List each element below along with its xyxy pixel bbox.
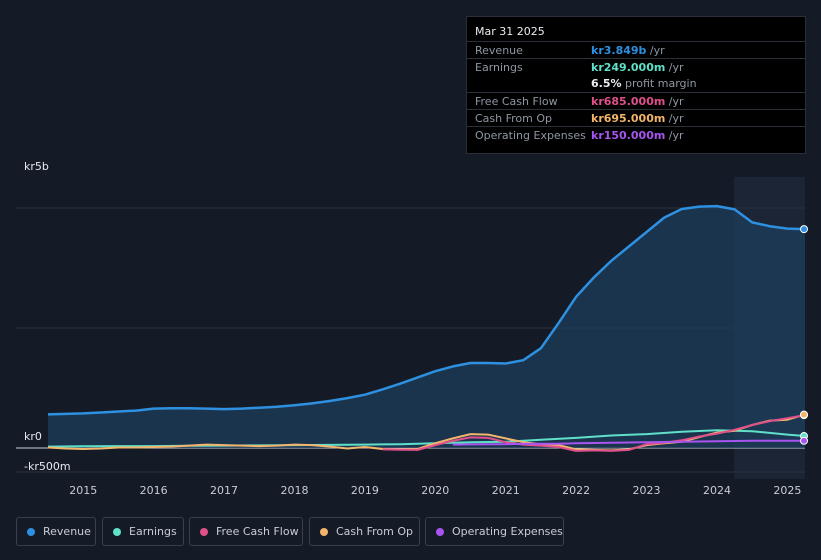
tooltip-label: Cash From Op: [475, 112, 553, 125]
x-tick-label: 2025: [773, 484, 801, 497]
legend-free-cash-flow[interactable]: Free Cash Flow: [189, 517, 303, 546]
legend-label: Operating Expenses: [452, 525, 563, 538]
tooltip-value: kr695.000m /yr: [591, 112, 684, 125]
revenue-area: [48, 206, 805, 448]
tooltip-panel: Mar 31 2025 Revenue kr3.849b /yr Earning…: [466, 16, 806, 154]
y-label-top: kr5b: [24, 160, 49, 173]
legend-label: Revenue: [43, 525, 91, 538]
legend-label: Cash From Op: [336, 525, 414, 538]
free-cash-flow-line: [382, 414, 806, 452]
legend-revenue[interactable]: Revenue: [16, 517, 96, 546]
tooltip-value: kr3.849b /yr: [591, 44, 665, 57]
revenue-end-point: [800, 225, 808, 234]
tooltip-row-cash-from-op: Cash From Op kr695.000m /yr: [467, 109, 805, 126]
financial-chart: 2015 2016 2017 2018 2019 2020 2021 2022 2023 2024…: [16, 177, 808, 497]
tooltip-value: kr685.000m /yr: [591, 95, 684, 108]
x-tick-label: 2024: [703, 484, 731, 497]
tooltip-label: Free Cash Flow: [475, 95, 558, 108]
legend-dot-icon: [436, 527, 444, 536]
revenue-line: [47, 204, 806, 416]
tooltip-value: kr150.000m /yr: [591, 129, 684, 142]
x-tick-label: 2017: [210, 484, 238, 497]
legend-label: Free Cash Flow: [216, 525, 299, 538]
tooltip-row-margin: 6.5% profit margin: [467, 75, 805, 92]
tooltip-row-free-cash-flow: Free Cash Flow kr685.000m /yr: [467, 92, 805, 109]
legend-cash-from-op[interactable]: Cash From Op: [309, 517, 420, 546]
legend-dot-icon: [200, 527, 208, 536]
y-label-zero: kr0: [24, 430, 42, 443]
tooltip-row-revenue: Revenue kr3.849b /yr: [467, 41, 805, 58]
legend-label: Earnings: [129, 525, 177, 538]
x-tick-label: 2020: [421, 484, 449, 497]
tooltip-label: Revenue: [475, 44, 523, 57]
legend-earnings[interactable]: Earnings: [102, 517, 184, 546]
tooltip-value: 6.5% profit margin: [591, 77, 697, 90]
legend-operating-expenses[interactable]: Operating Expenses: [425, 517, 564, 546]
x-tick-label: 2023: [633, 484, 661, 497]
legend-dot-icon: [113, 527, 121, 536]
tooltip-row-operating-expenses: Operating Expenses kr150.000m /yr: [467, 126, 805, 143]
x-tick-label: 2018: [280, 484, 308, 497]
legend-dot-icon: [27, 527, 35, 536]
operating-expenses-line: [452, 439, 805, 446]
x-tick-label: 2019: [351, 484, 379, 497]
tooltip-label: Operating Expenses: [475, 129, 586, 142]
operating-expenses-end-point: [800, 436, 808, 445]
x-tick-label: 2015: [69, 484, 97, 497]
y-label-bottom: -kr500m: [24, 460, 71, 473]
x-tick-label: 2016: [140, 484, 168, 497]
x-tick-label: 2021: [492, 484, 520, 497]
legend-dot-icon: [320, 527, 328, 536]
tooltip-row-earnings: Earnings kr249.000m /yr: [467, 58, 805, 75]
x-tick-label: 2022: [562, 484, 590, 497]
tooltip-label: Earnings: [475, 61, 523, 74]
cash-from-op-end-point: [800, 410, 808, 419]
tooltip-value: kr249.000m /yr: [591, 61, 684, 74]
tooltip-date: Mar 31 2025: [475, 25, 545, 38]
